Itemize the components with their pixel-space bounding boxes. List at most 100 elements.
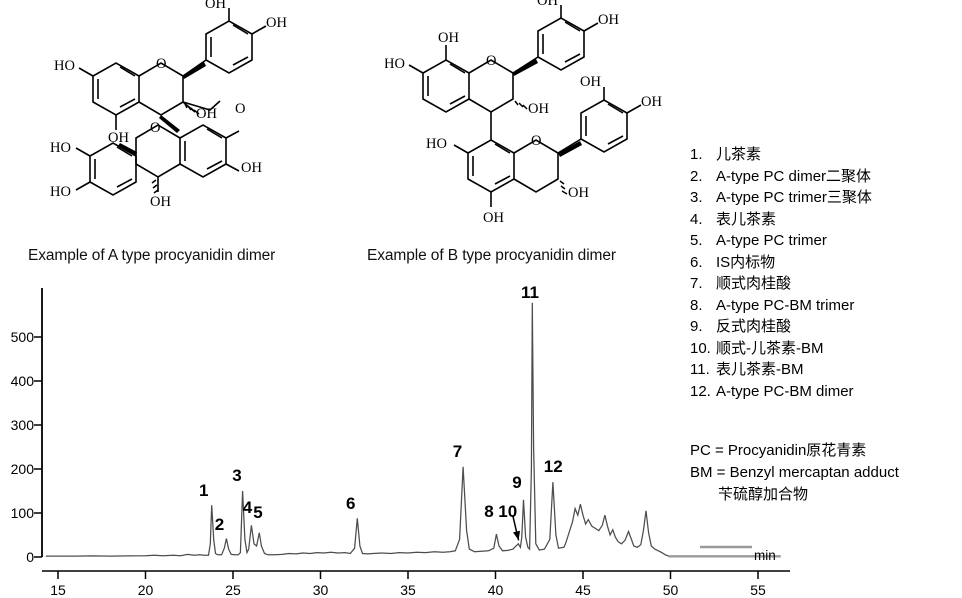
structure-label-oh: OH [598, 12, 619, 28]
structure-label-oh: OH [483, 210, 504, 226]
peak-label-9: 9 [512, 473, 522, 493]
caption-structure-a: Example of A type procyanidin dimer [28, 247, 276, 264]
x-tick-label: 55 [750, 582, 766, 598]
list-item: 6. IS内标物 [690, 252, 962, 274]
chromatogram-plot [34, 288, 790, 579]
list-item: 3. A-type PC trimer三聚体 [690, 187, 962, 209]
legend-label: A-type PC-BM dimer [716, 382, 854, 400]
list-item: 12. A-type PC-BM dimer [690, 381, 962, 403]
x-tick-label: 35 [400, 582, 416, 598]
x-tick-label: 45 [575, 582, 591, 598]
peak-label-6: 6 [346, 494, 356, 514]
legend-label: 表儿茶素 [716, 210, 777, 228]
legend-number: 12. [690, 382, 711, 400]
legend-number: 10. [690, 339, 711, 357]
peak-label-1: 1 [199, 481, 209, 500]
legend-number: 1. [690, 146, 703, 163]
structure-label-ho: HO [385, 56, 405, 72]
x-tick-label: 15 [50, 582, 66, 598]
peak-label-5: 5 [253, 503, 263, 522]
chart-axes [34, 288, 790, 579]
legend-label: 顺式肉桂酸 [716, 275, 792, 292]
abbreviation-definitions: PC = Procyanidin原花青素 BM = Benzyl mercapt… [690, 440, 962, 506]
structure-label-oh: OH [241, 160, 262, 176]
x-tick-label: 30 [312, 582, 329, 598]
legend-number: 5. [690, 232, 703, 249]
definition-bm: BM = Benzyl mercaptan adduct [690, 464, 899, 481]
y-tick-label: 400 [10, 373, 34, 389]
structure-label-oh: OH [537, 0, 558, 9]
structure-label-oh: OH [438, 30, 459, 46]
legend-label: 表儿茶素-BM [716, 361, 804, 378]
structure-label-oh: OH [580, 74, 601, 90]
structure-label-oh: OH [568, 185, 589, 201]
x-axis-unit-label: min [754, 548, 776, 563]
list-item: 9. 反式肉桂酸 [690, 316, 962, 338]
legend-label: A-type PC trimer三聚体 [716, 189, 872, 206]
legend-number: 4. [690, 210, 703, 228]
legend-number: 11. [690, 361, 710, 378]
legend-label: IS内标物 [716, 253, 776, 271]
structure-label-ho: HO [426, 136, 447, 152]
y-tick-label: 0 [26, 549, 34, 565]
structure-label-oh: OH [641, 94, 662, 110]
structure-label-ho: HO [54, 58, 75, 74]
legend-label: 反式肉桂酸 [716, 318, 792, 335]
compound-legend-list: 1. 儿茶素 2. A-type PC dimer二聚体 3. A-type P… [690, 144, 962, 402]
x-tick-label: 50 [662, 582, 679, 598]
structure-label-o: O [486, 53, 496, 69]
structure-label-o: O [531, 133, 541, 149]
legend-number: 8. [690, 296, 703, 314]
list-item: 4. 表儿茶素 [690, 209, 962, 231]
peak-label-8: 8 [484, 501, 494, 521]
legend-number: 6. [690, 253, 703, 271]
structure-label-oh: OH [266, 15, 287, 31]
structure-b-type-procyanidin-dimer: OH OH OH HO O OH HO OH O OH OH OH [385, 0, 685, 235]
structure-label-oh: OH [205, 0, 226, 12]
peak-label-3: 3 [232, 466, 242, 486]
definition-bm-chinese: 苄硫醇加合物 [718, 486, 809, 503]
legend-label: 儿茶素 [716, 146, 762, 163]
list-item: 7. 顺式肉桂酸 [690, 273, 962, 295]
peak-label-7: 7 [452, 442, 463, 462]
y-tick-label: 200 [10, 461, 34, 477]
list-item: 2. A-type PC dimer二聚体 [690, 166, 962, 188]
structure-label-ho: HO [50, 184, 71, 200]
structure-a-type-procyanidin-dimer: OH OH HO OH O OH O O OH HO HO OH [30, 0, 360, 235]
x-tick-label: 40 [487, 582, 504, 598]
list-item: 11. 表儿茶素-BM [690, 359, 962, 381]
list-item: 5. A-type PC trimer [690, 230, 962, 252]
peak-label-4: 4 [242, 497, 253, 517]
peak-10-arrowhead [513, 530, 521, 541]
chromatogram-trace [45, 302, 776, 558]
legend-label: 顺式-儿茶素-BM [716, 339, 824, 357]
x-tick-label: 20 [137, 582, 154, 598]
peak-label-12: 12 [543, 456, 563, 476]
structure-label-o: O [235, 101, 245, 117]
structure-label-oh: OH [150, 194, 171, 210]
y-tick-label: 100 [10, 505, 34, 521]
definition-pc: PC = Procyanidin原花青素 [690, 442, 867, 459]
structure-label-ho: HO [50, 140, 71, 156]
y-tick-label: 300 [10, 417, 34, 433]
x-tick-label: 25 [225, 582, 241, 598]
peak-label-2: 2 [214, 515, 225, 535]
structure-label-o: O [150, 120, 160, 136]
structure-label-oh: OH [108, 130, 129, 146]
legend-number: 2. [690, 167, 703, 185]
legend-label: A-type PC dimer二聚体 [716, 167, 872, 185]
structure-label-oh: OH [196, 106, 217, 122]
legend-label: A-type PC-BM trimer [716, 296, 855, 314]
structure-label-o: O [156, 56, 166, 72]
legend-number: 7. [690, 275, 703, 292]
caption-structure-b: Example of B type procyanidin dimer [367, 247, 616, 264]
structure-label-oh: OH [528, 101, 549, 117]
peak-label-11: 11 [521, 283, 539, 302]
legend-label: A-type PC trimer [716, 232, 827, 249]
y-tick-label: 500 [10, 329, 34, 345]
list-item: 1. 儿茶素 [690, 144, 962, 166]
list-item: 8. A-type PC-BM trimer [690, 295, 962, 317]
legend-number: 9. [690, 318, 703, 335]
peak-label-10: 10 [498, 501, 518, 521]
